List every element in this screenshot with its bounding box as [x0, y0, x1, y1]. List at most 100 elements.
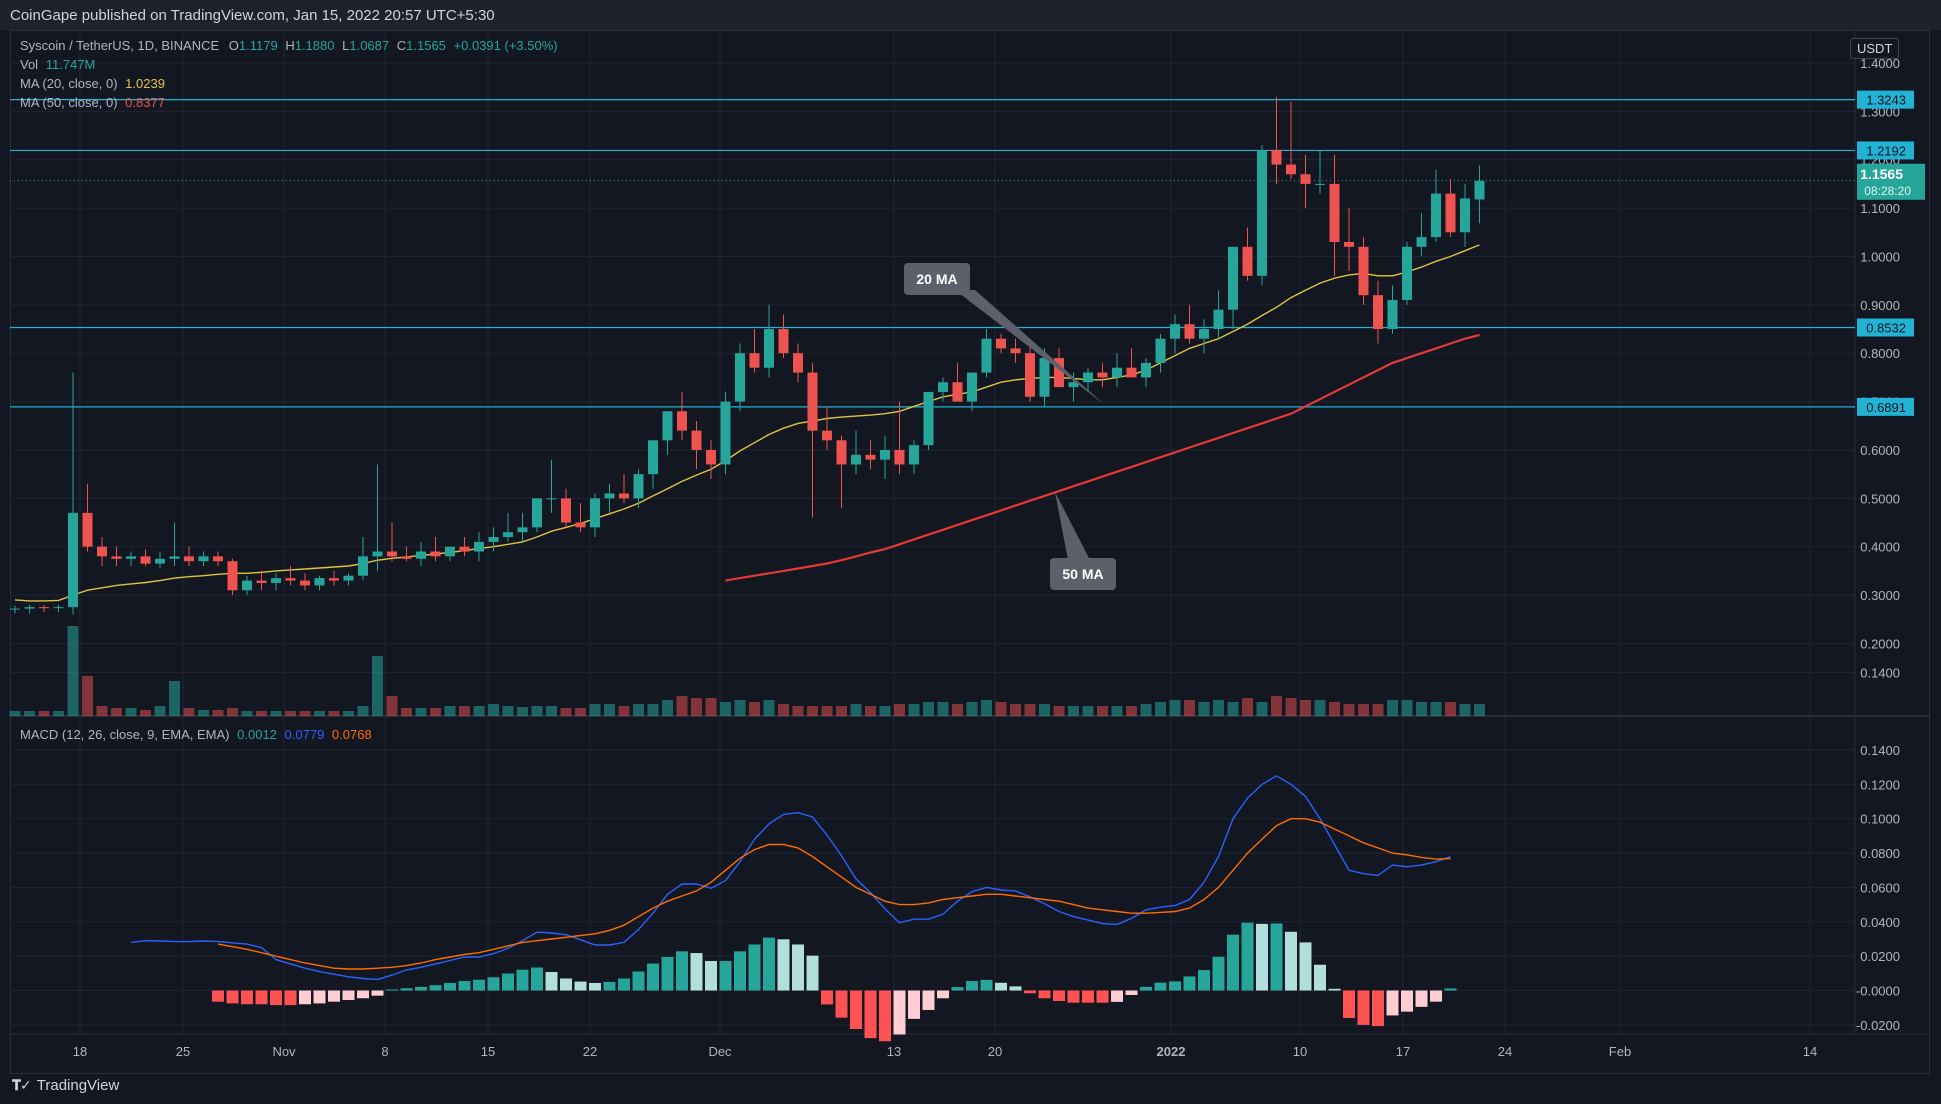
- candle-body: [749, 353, 760, 368]
- volume-bar: [459, 706, 470, 716]
- ma50-value: 0.8377: [125, 95, 165, 110]
- candle-body: [952, 382, 963, 402]
- macd-hist-bar: [1227, 934, 1239, 991]
- candle-body: [184, 556, 194, 562]
- macd-hist-bar: [1256, 923, 1268, 991]
- macd-hist-bar: [473, 979, 485, 991]
- currency-tag[interactable]: USDT: [1850, 38, 1900, 59]
- candle-body: [387, 551, 397, 557]
- candle: [532, 498, 542, 533]
- candle: [1271, 96, 1282, 184]
- time-tick-label: 13: [887, 1044, 901, 1059]
- signal-line: [217, 818, 1451, 970]
- candle-body: [1315, 183, 1325, 185]
- candle-body: [242, 580, 252, 591]
- level-tag-bg: [1857, 141, 1914, 160]
- volume-bar: [1184, 700, 1195, 716]
- macd-hist-bar: [270, 990, 282, 1006]
- candle: [1286, 101, 1296, 180]
- candle-body: [1025, 353, 1035, 397]
- candle: [967, 372, 977, 412]
- volume-bar: [807, 706, 818, 716]
- level-tag-label: 0.6891: [1866, 400, 1906, 415]
- candle: [300, 573, 310, 591]
- candle-body: [662, 411, 673, 441]
- annotation-20ma-box: [904, 263, 970, 295]
- candle: [880, 435, 890, 479]
- volume-bar: [1430, 702, 1442, 716]
- candle: [285, 566, 296, 586]
- candle-body: [619, 493, 629, 499]
- macd-hist-bar: [647, 963, 659, 991]
- candle: [561, 488, 571, 528]
- candle-body: [735, 353, 745, 402]
- macd-tick-label: 0.1000: [1860, 812, 1900, 827]
- macd-hist-bar: [415, 986, 427, 991]
- volume-bar: [1474, 704, 1485, 716]
- macd-hist-bar: [299, 990, 311, 1005]
- candle: [706, 440, 716, 479]
- candle-body: [865, 454, 876, 460]
- candle: [1155, 333, 1166, 373]
- candle: [53, 604, 64, 612]
- volume-bar: [1213, 700, 1224, 716]
- high-value: 1.1880: [294, 38, 335, 53]
- macd-hist-bar: [516, 969, 529, 991]
- candle-body: [590, 498, 600, 528]
- candle: [1097, 362, 1108, 388]
- high-label: H: [285, 38, 295, 53]
- candle: [1300, 154, 1311, 209]
- candle-body: [706, 449, 716, 465]
- volume-bar: [749, 702, 760, 716]
- macd-hist-bar: [690, 953, 703, 991]
- level-tag: 1.2192: [1857, 141, 1914, 160]
- volume-bar: [836, 706, 847, 716]
- macd-hist-bar: [1183, 976, 1196, 991]
- volume-bar: [633, 704, 644, 716]
- volume-bar: [1372, 704, 1384, 716]
- volume-bar: [1198, 702, 1210, 716]
- macd-hist-bar: [400, 988, 413, 991]
- volume-bar: [1256, 702, 1268, 716]
- volume-bar: [502, 706, 514, 716]
- macd-hist-bar: [255, 990, 268, 1005]
- macd-hist-bar: [226, 990, 239, 1004]
- volume-bar: [705, 698, 717, 716]
- macd-hist-bar: [1299, 942, 1312, 991]
- macd-hist-bar: [371, 990, 384, 996]
- candle-body: [909, 445, 919, 465]
- macd-hist-bar: [821, 990, 833, 1005]
- macd-hist-bar: [531, 967, 543, 991]
- annotation-50ma-pointer: [1055, 492, 1090, 560]
- candle: [155, 551, 165, 569]
- level-tag: 0.8532: [1857, 318, 1914, 337]
- candle: [140, 549, 151, 567]
- candle-body: [1373, 295, 1383, 330]
- volume-bar: [778, 704, 789, 716]
- volume-bar: [314, 711, 325, 716]
- volume-bar: [1227, 702, 1239, 716]
- volume-bar: [981, 700, 992, 716]
- candle-body: [126, 556, 136, 559]
- macd-hist-bar: [748, 944, 761, 991]
- candle: [909, 440, 919, 475]
- candle-body: [546, 498, 557, 500]
- volume-bar: [865, 706, 876, 716]
- macd-hist-bar: [1444, 988, 1457, 991]
- level-tag-bg: [1857, 318, 1914, 337]
- time-tick-label: 18: [73, 1044, 87, 1059]
- macd-hist-bar: [458, 981, 471, 991]
- macd-hist-bar: [777, 939, 790, 991]
- candle-body: [1199, 329, 1209, 339]
- candle-body: [575, 522, 586, 528]
- candle: [604, 483, 615, 513]
- candle: [242, 575, 252, 596]
- candle: [256, 570, 267, 591]
- candle: [546, 459, 557, 513]
- volume-bar: [198, 710, 209, 716]
- candle-body: [1460, 198, 1470, 233]
- candle: [271, 573, 281, 591]
- tradingview-icon: 𝐓✓: [12, 1077, 32, 1093]
- macd-hist-bar: [893, 990, 906, 1035]
